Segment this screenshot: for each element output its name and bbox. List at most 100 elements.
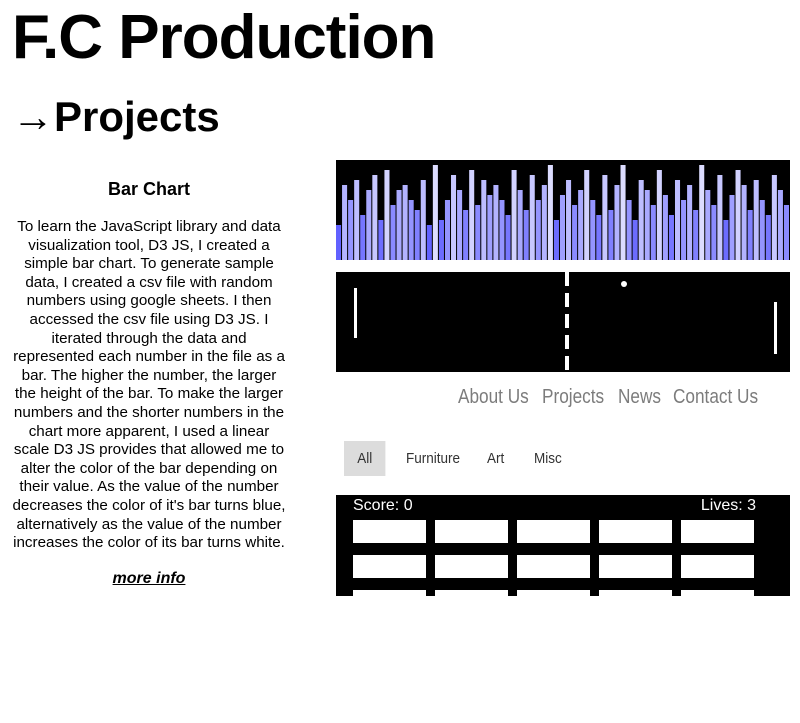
- brick-2-1: [435, 590, 508, 596]
- bar-53: [656, 170, 662, 260]
- bar-64: [723, 220, 729, 260]
- breakout-background: [336, 495, 790, 596]
- filter-misc: Misc: [534, 450, 562, 467]
- bar-46: [614, 185, 620, 260]
- bar-42: [590, 200, 596, 260]
- bar-20: [457, 190, 463, 260]
- brick-2-4: [681, 590, 754, 596]
- bar-8: [384, 170, 390, 260]
- bar-49: [632, 220, 638, 260]
- bar-69: [753, 180, 759, 260]
- bar-15: [426, 225, 432, 260]
- project-title: Bar Chart: [107, 179, 191, 199]
- bar-60: [699, 165, 705, 260]
- project-description: Bar Chart To learn the JavaScript librar…: [10, 178, 288, 588]
- brick-1-1: [435, 555, 508, 578]
- brick-0-3: [599, 520, 672, 543]
- bar-43: [596, 215, 602, 260]
- brick-0-4: [681, 520, 754, 543]
- bar-44: [602, 175, 608, 260]
- bar-10: [396, 190, 402, 260]
- bar-55: [668, 215, 674, 260]
- projects-heading: →Projects: [12, 93, 220, 140]
- bar-24: [481, 180, 487, 260]
- bar-34: [541, 185, 547, 260]
- bar-61: [705, 190, 711, 260]
- bar-65: [729, 195, 735, 260]
- brick-0-0: [353, 520, 426, 543]
- bar-39: [572, 205, 578, 260]
- project-description-text: To learn the JavaScript library and data…: [12, 218, 286, 552]
- pong-background: [336, 272, 790, 372]
- bar-19: [451, 175, 457, 260]
- bar-71: [765, 215, 771, 260]
- bar-51: [644, 190, 650, 260]
- brick-0-2: [517, 520, 590, 543]
- brick-2-3: [599, 590, 672, 596]
- bar-62: [711, 205, 717, 260]
- bar-30: [517, 190, 523, 260]
- site-title: F.C Production: [12, 3, 436, 72]
- bar-7: [378, 220, 384, 260]
- bar-13: [414, 210, 420, 260]
- nav-item-contact-us: Contact Us: [673, 386, 759, 408]
- bar-28: [505, 215, 511, 260]
- bar-26: [493, 185, 499, 260]
- bar-1: [342, 185, 348, 260]
- bar-52: [650, 205, 656, 260]
- nav-preview[interactable]: About Us Projects News Contact Us: [336, 378, 790, 418]
- pong-right-paddle: [774, 302, 777, 354]
- bar-22: [469, 170, 475, 260]
- nav-item-projects: Projects: [542, 386, 605, 408]
- bar-14: [420, 180, 426, 260]
- bar-3: [354, 180, 360, 260]
- bar-66: [735, 170, 741, 260]
- bar-41: [584, 170, 590, 260]
- bar-48: [626, 200, 632, 260]
- brick-2-0: [353, 590, 426, 596]
- bar-58: [687, 185, 693, 260]
- bar-chart-bars: [336, 165, 789, 260]
- pong-game-preview[interactable]: [336, 272, 790, 372]
- bar-21: [463, 210, 469, 260]
- brick-1-2: [517, 555, 590, 578]
- bar-45: [608, 210, 614, 260]
- bar-chart-preview[interactable]: [336, 160, 790, 260]
- bar-33: [535, 200, 541, 260]
- brick-1-0: [353, 555, 426, 578]
- brick-2-2: [517, 590, 590, 596]
- breakout-bricks: [353, 520, 754, 596]
- breakout-game-preview[interactable]: Score: 0 Lives: 3: [336, 495, 790, 596]
- bar-36: [553, 220, 559, 260]
- bar-35: [547, 165, 553, 260]
- bar-38: [566, 180, 572, 260]
- bar-6: [372, 175, 378, 260]
- filter-preview[interactable]: All Furniture Art Misc: [344, 441, 644, 476]
- bar-68: [747, 210, 753, 260]
- filter-furniture: Furniture: [406, 450, 461, 467]
- brick-0-1: [435, 520, 508, 543]
- bar-70: [759, 200, 765, 260]
- bar-31: [523, 210, 529, 260]
- bar-4: [360, 215, 366, 260]
- filter-all: All: [344, 441, 386, 476]
- brick-1-4: [681, 555, 754, 578]
- bar-18: [444, 200, 451, 260]
- bar-29: [511, 170, 517, 260]
- brick-1-3: [599, 555, 672, 578]
- bar-63: [717, 175, 723, 260]
- bar-11: [402, 185, 408, 260]
- more-info-link[interactable]: more info: [112, 569, 186, 587]
- bar-23: [475, 205, 481, 260]
- bar-25: [487, 195, 493, 260]
- bar-54: [662, 195, 668, 260]
- bar-56: [674, 180, 681, 260]
- bar-2: [348, 200, 354, 260]
- bar-5: [366, 190, 372, 260]
- bar-47: [620, 165, 626, 260]
- bar-37: [559, 195, 566, 260]
- pong-left-paddle: [354, 288, 357, 338]
- nav-item-news: News: [618, 386, 662, 408]
- bar-67: [741, 185, 747, 260]
- nav-item-about-us: About Us: [458, 386, 529, 408]
